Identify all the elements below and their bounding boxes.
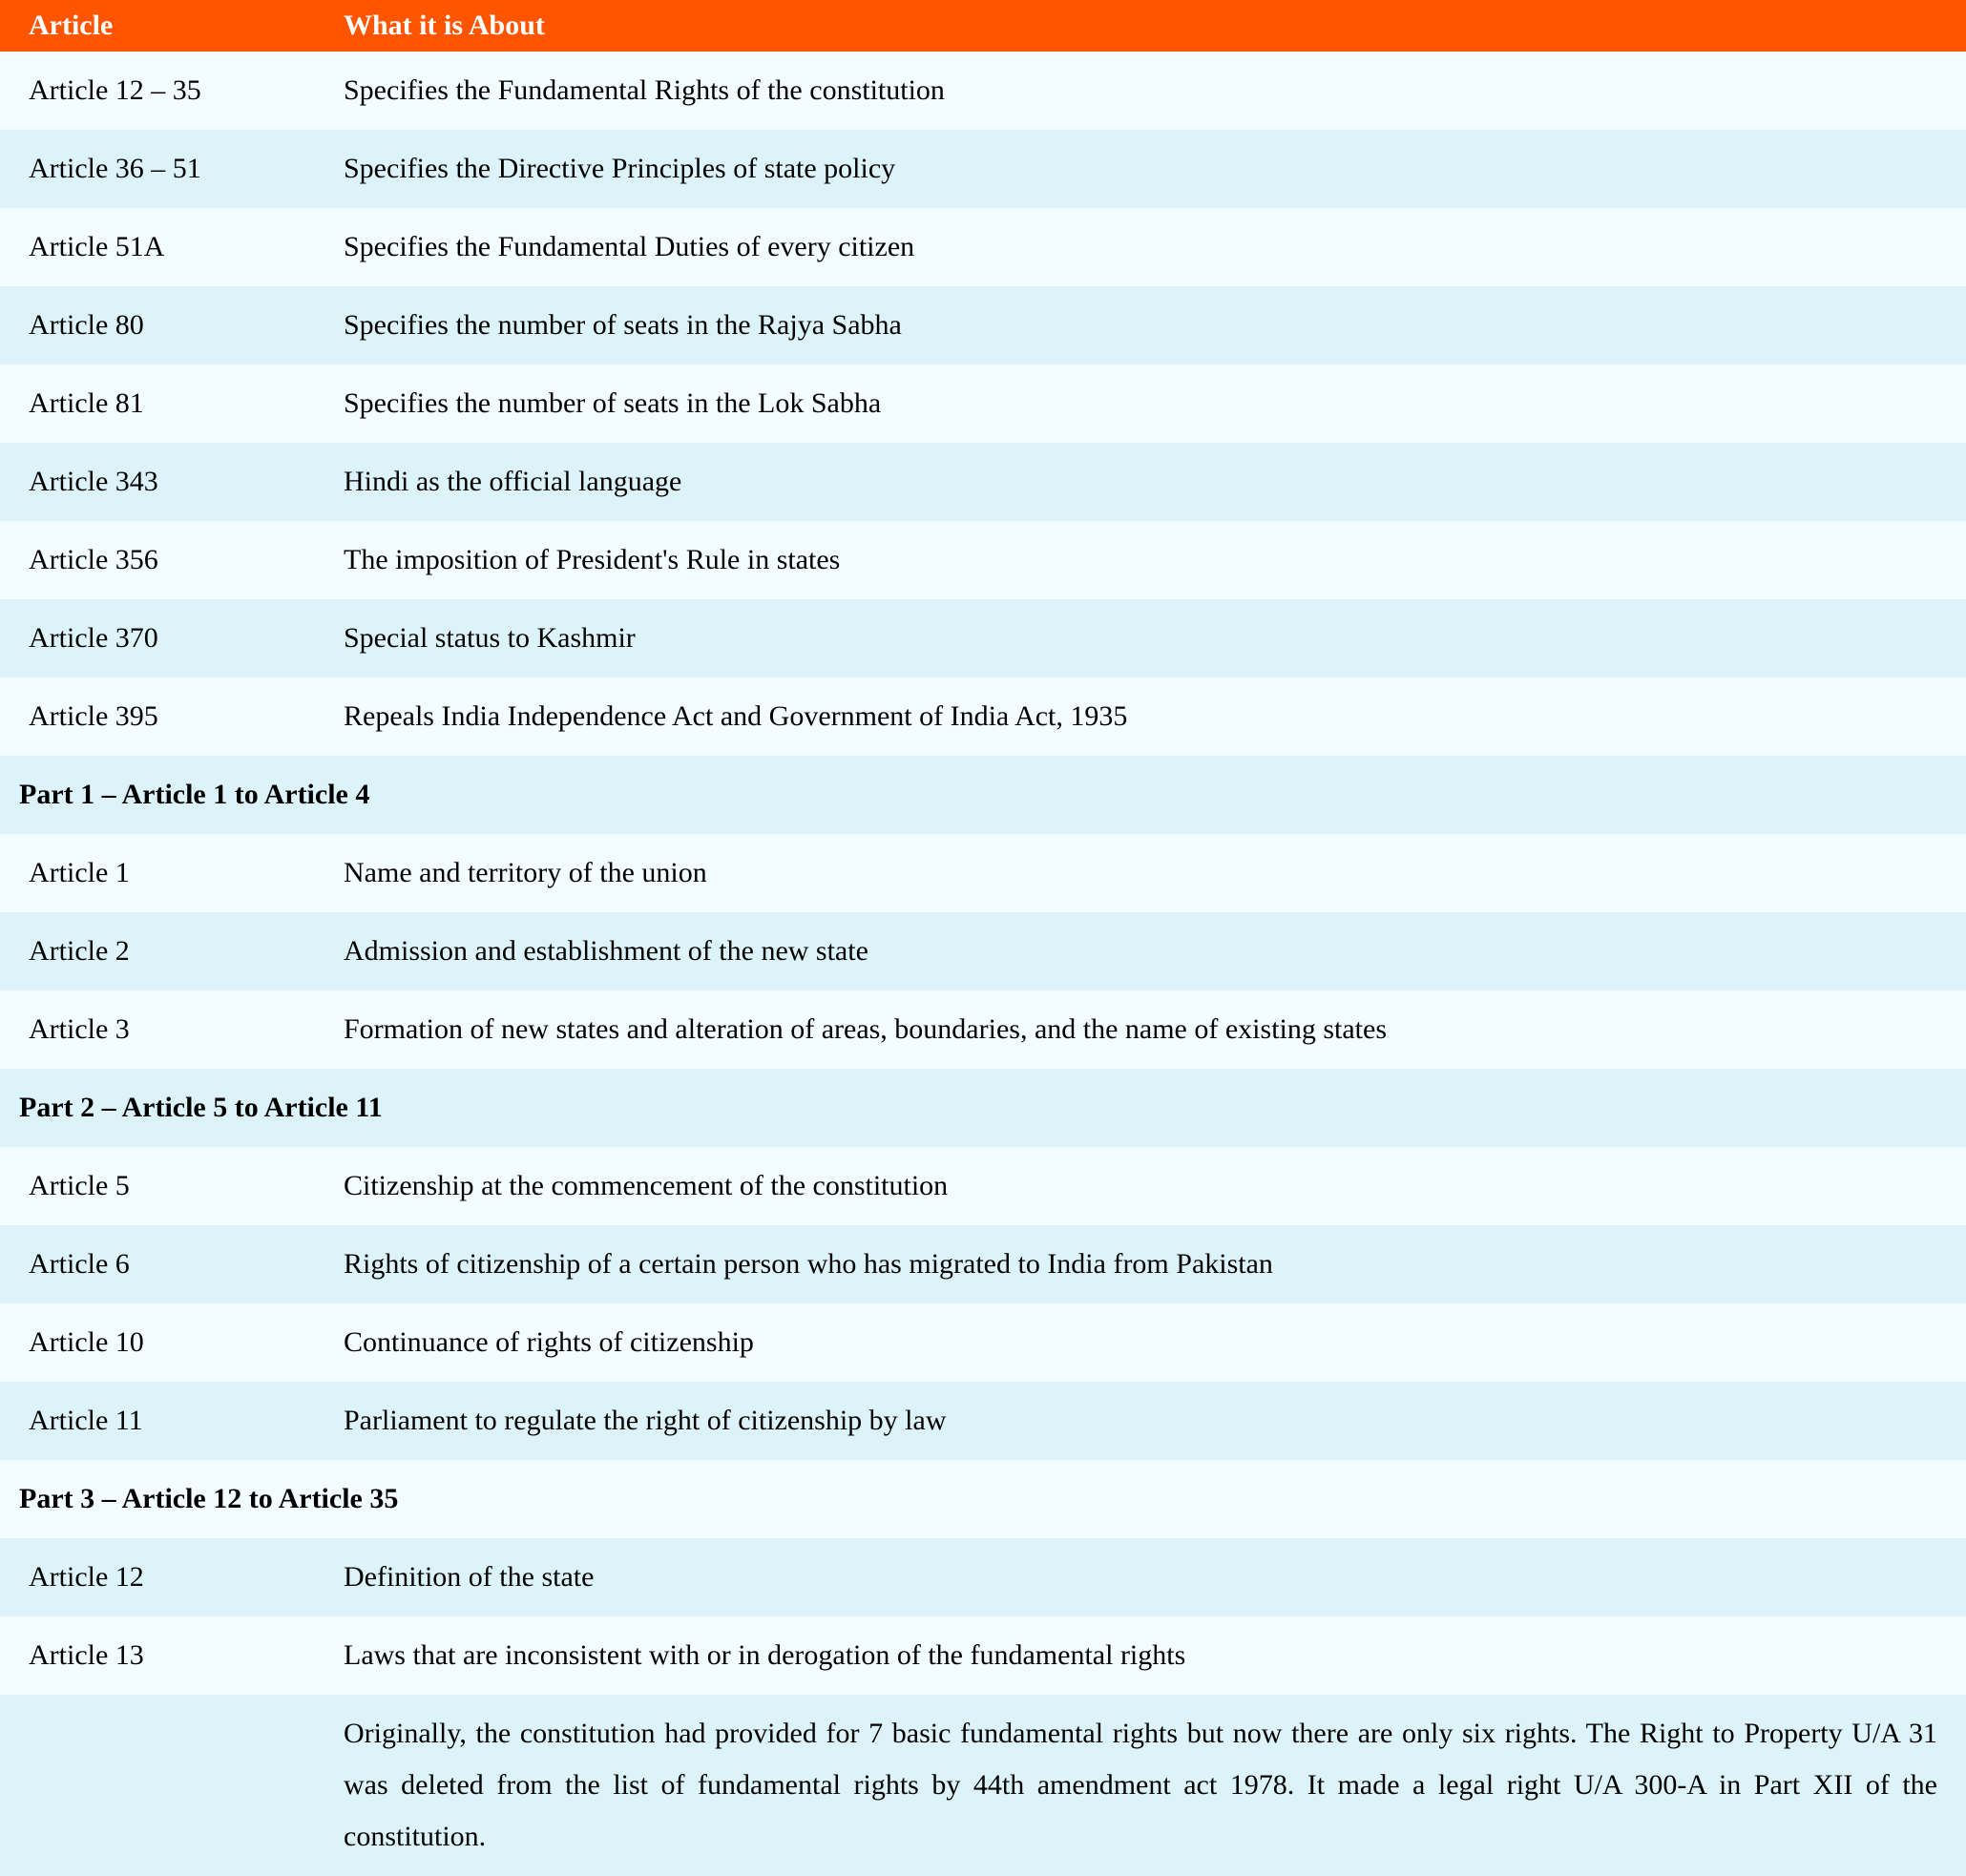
header-col-about: What it is About bbox=[324, 0, 1966, 52]
about-cell: Laws that are inconsistent with or in de… bbox=[324, 1616, 1966, 1695]
article-cell: Article 5 bbox=[0, 1147, 324, 1225]
article-cell: Article 51A bbox=[0, 208, 324, 286]
section-title: Part 1 – Article 1 to Article 4 bbox=[0, 756, 1966, 834]
table-row: Article 2Admission and establishment of … bbox=[0, 912, 1966, 990]
table-row: Article 5Citizenship at the commencement… bbox=[0, 1147, 1966, 1225]
article-cell: Article 395 bbox=[0, 677, 324, 756]
table-header-row: Article What it is About bbox=[0, 0, 1966, 52]
about-cell: Specifies the Directive Principles of st… bbox=[324, 130, 1966, 208]
article-cell bbox=[0, 1695, 324, 1876]
table-row: Article 51ASpecifies the Fundamental Dut… bbox=[0, 208, 1966, 286]
table-row: Article 13Laws that are inconsistent wit… bbox=[0, 1616, 1966, 1695]
articles-table: Article What it is About Article 12 – 35… bbox=[0, 0, 1966, 1876]
table-row: Article 80Specifies the number of seats … bbox=[0, 286, 1966, 365]
about-cell: Definition of the state bbox=[324, 1538, 1966, 1616]
about-cell: Specifies the number of seats in the Lok… bbox=[324, 365, 1966, 443]
about-cell: Parliament to regulate the right of citi… bbox=[324, 1382, 1966, 1460]
section-header-row: Part 1 – Article 1 to Article 4 bbox=[0, 756, 1966, 834]
about-cell: Continuance of rights of citizenship bbox=[324, 1303, 1966, 1382]
article-cell: Article 1 bbox=[0, 834, 324, 912]
about-cell: Repeals India Independence Act and Gover… bbox=[324, 677, 1966, 756]
table-body: Article What it is About Article 12 – 35… bbox=[0, 0, 1966, 1876]
about-cell: Specifies the number of seats in the Raj… bbox=[324, 286, 1966, 365]
article-cell: Article 343 bbox=[0, 443, 324, 521]
article-cell: Article 80 bbox=[0, 286, 324, 365]
section-title: Part 2 – Article 5 to Article 11 bbox=[0, 1069, 1966, 1147]
table-row: Article 12 – 35Specifies the Fundamental… bbox=[0, 52, 1966, 130]
article-cell: Article 356 bbox=[0, 521, 324, 599]
table-row: Originally, the constitution had provide… bbox=[0, 1695, 1966, 1876]
table-row: Article 11Parliament to regulate the rig… bbox=[0, 1382, 1966, 1460]
section-title: Part 3 – Article 12 to Article 35 bbox=[0, 1460, 1966, 1538]
table-row: Article 81Specifies the number of seats … bbox=[0, 365, 1966, 443]
article-cell: Article 11 bbox=[0, 1382, 324, 1460]
about-cell: Name and territory of the union bbox=[324, 834, 1966, 912]
table-row: Article 370Special status to Kashmir bbox=[0, 599, 1966, 677]
article-cell: Article 81 bbox=[0, 365, 324, 443]
table-row: Article 36 – 51Specifies the Directive P… bbox=[0, 130, 1966, 208]
about-cell: Specifies the Fundamental Rights of the … bbox=[324, 52, 1966, 130]
article-cell: Article 12 – 35 bbox=[0, 52, 324, 130]
article-cell: Article 2 bbox=[0, 912, 324, 990]
section-header-row: Part 2 – Article 5 to Article 11 bbox=[0, 1069, 1966, 1147]
table-row: Article 3Formation of new states and alt… bbox=[0, 990, 1966, 1069]
table-row: Article 356The imposition of President's… bbox=[0, 521, 1966, 599]
article-cell: Article 10 bbox=[0, 1303, 324, 1382]
section-header-row: Part 3 – Article 12 to Article 35 bbox=[0, 1460, 1966, 1538]
table-row: Article 343Hindi as the official languag… bbox=[0, 443, 1966, 521]
about-cell: Hindi as the official language bbox=[324, 443, 1966, 521]
about-cell: Originally, the constitution had provide… bbox=[324, 1695, 1966, 1876]
table-row: Article 395Repeals India Independence Ac… bbox=[0, 677, 1966, 756]
about-cell: Special status to Kashmir bbox=[324, 599, 1966, 677]
article-cell: Article 36 – 51 bbox=[0, 130, 324, 208]
about-cell: Citizenship at the commencement of the c… bbox=[324, 1147, 1966, 1225]
table-row: Article 6Rights of citizenship of a cert… bbox=[0, 1225, 1966, 1303]
article-cell: Article 3 bbox=[0, 990, 324, 1069]
about-cell: Specifies the Fundamental Duties of ever… bbox=[324, 208, 1966, 286]
article-cell: Article 12 bbox=[0, 1538, 324, 1616]
article-cell: Article 13 bbox=[0, 1616, 324, 1695]
header-col-article: Article bbox=[0, 0, 324, 52]
table-row: Article 12Definition of the state bbox=[0, 1538, 1966, 1616]
article-cell: Article 370 bbox=[0, 599, 324, 677]
about-cell: The imposition of President's Rule in st… bbox=[324, 521, 1966, 599]
table-row: Article 10Continuance of rights of citiz… bbox=[0, 1303, 1966, 1382]
about-cell: Admission and establishment of the new s… bbox=[324, 912, 1966, 990]
about-cell: Formation of new states and alteration o… bbox=[324, 990, 1966, 1069]
about-cell: Rights of citizenship of a certain perso… bbox=[324, 1225, 1966, 1303]
table-row: Article 1Name and territory of the union bbox=[0, 834, 1966, 912]
article-cell: Article 6 bbox=[0, 1225, 324, 1303]
